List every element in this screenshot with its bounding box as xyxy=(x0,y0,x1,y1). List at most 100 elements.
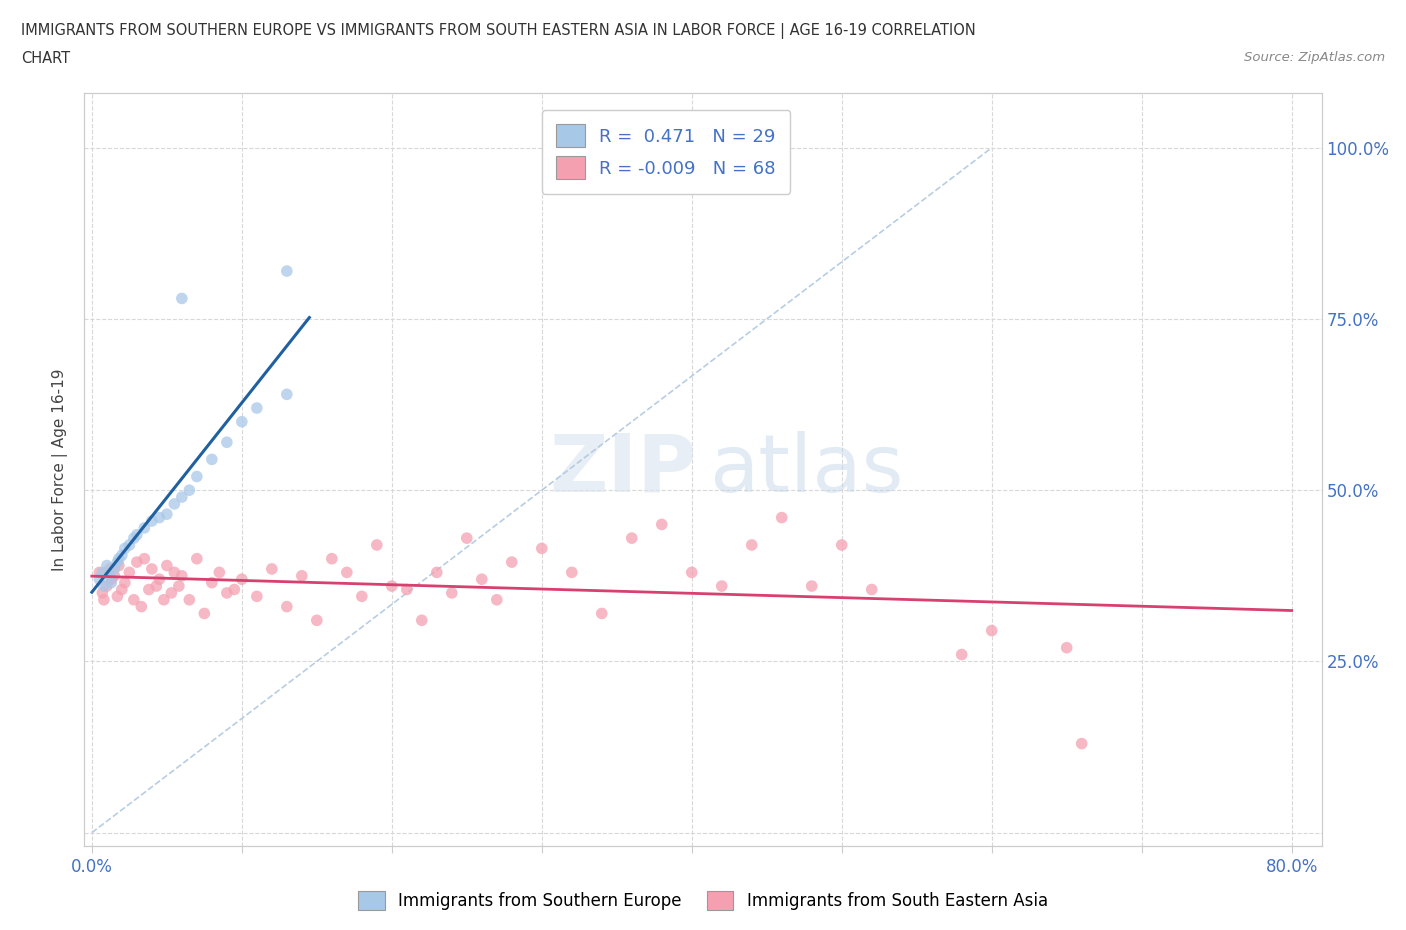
Point xyxy=(276,599,298,614)
Point xyxy=(860,582,883,597)
Point xyxy=(291,568,314,583)
Point xyxy=(501,554,523,569)
Y-axis label: In Labor Force | Age 16-19: In Labor Force | Age 16-19 xyxy=(52,368,69,571)
Point xyxy=(118,538,141,552)
Point xyxy=(170,489,193,504)
Point xyxy=(153,592,176,607)
Point xyxy=(105,554,128,569)
Point xyxy=(138,582,160,597)
Point xyxy=(208,565,231,579)
Point xyxy=(98,562,121,577)
Point xyxy=(620,531,643,546)
Point xyxy=(215,586,238,601)
Point xyxy=(131,599,153,614)
Point xyxy=(114,575,136,591)
Point xyxy=(231,414,253,429)
Point xyxy=(179,592,201,607)
Point xyxy=(440,586,463,601)
Point xyxy=(134,521,156,536)
Point xyxy=(530,541,553,556)
Text: Source: ZipAtlas.com: Source: ZipAtlas.com xyxy=(1244,51,1385,64)
Point xyxy=(105,589,128,604)
Point xyxy=(186,469,208,484)
Point xyxy=(141,562,163,577)
Point xyxy=(980,623,1002,638)
Point xyxy=(1056,640,1078,655)
Point xyxy=(89,572,111,587)
Point xyxy=(741,538,763,552)
Point xyxy=(456,531,478,546)
Text: atlas: atlas xyxy=(709,431,904,509)
Point xyxy=(160,586,183,601)
Point xyxy=(108,551,131,566)
Point xyxy=(170,291,193,306)
Point xyxy=(1070,737,1092,751)
Point xyxy=(411,613,433,628)
Point xyxy=(651,517,673,532)
Point xyxy=(215,435,238,450)
Point xyxy=(350,589,373,604)
Point xyxy=(710,578,733,593)
Point xyxy=(145,578,167,593)
Point xyxy=(118,565,141,579)
Point xyxy=(156,558,179,573)
Point xyxy=(148,572,170,587)
Point xyxy=(305,613,328,628)
Point xyxy=(134,551,156,566)
Point xyxy=(163,497,186,512)
Point xyxy=(336,565,359,579)
Point xyxy=(148,511,170,525)
Point xyxy=(114,541,136,556)
Point xyxy=(201,452,224,467)
Point xyxy=(321,551,343,566)
Point xyxy=(96,558,118,573)
Point xyxy=(91,586,114,601)
Point xyxy=(246,589,269,604)
Point xyxy=(170,568,193,583)
Point xyxy=(125,527,148,542)
Point xyxy=(681,565,703,579)
Point xyxy=(193,606,215,621)
Point xyxy=(831,538,853,552)
Point xyxy=(125,554,148,569)
Text: CHART: CHART xyxy=(21,51,70,66)
Point xyxy=(179,483,201,498)
Point xyxy=(591,606,613,621)
Point xyxy=(100,572,122,587)
Legend: Immigrants from Southern Europe, Immigrants from South Eastern Asia: Immigrants from Southern Europe, Immigra… xyxy=(352,884,1054,917)
Point xyxy=(93,578,115,593)
Point xyxy=(950,647,973,662)
Point xyxy=(91,565,114,579)
Point xyxy=(186,551,208,566)
Point xyxy=(224,582,246,597)
Point xyxy=(141,513,163,528)
Point xyxy=(163,565,186,579)
Point xyxy=(276,263,298,278)
Point xyxy=(471,572,494,587)
Point xyxy=(231,572,253,587)
Point xyxy=(96,578,118,593)
Point xyxy=(800,578,823,593)
Point xyxy=(111,548,134,563)
Text: IMMIGRANTS FROM SOUTHERN EUROPE VS IMMIGRANTS FROM SOUTH EASTERN ASIA IN LABOR F: IMMIGRANTS FROM SOUTHERN EUROPE VS IMMIG… xyxy=(21,23,976,39)
Point xyxy=(103,562,125,577)
Point xyxy=(770,511,793,525)
Point xyxy=(156,507,179,522)
Point xyxy=(89,565,111,579)
Point xyxy=(485,592,508,607)
Point xyxy=(395,582,418,597)
Point xyxy=(246,401,269,416)
Legend: R =  0.471   N = 29, R = -0.009   N = 68: R = 0.471 N = 29, R = -0.009 N = 68 xyxy=(541,110,790,193)
Point xyxy=(103,568,125,583)
Point xyxy=(100,575,122,591)
Point xyxy=(122,531,145,546)
Point xyxy=(201,575,224,591)
Point xyxy=(426,565,449,579)
Point xyxy=(366,538,388,552)
Point xyxy=(276,387,298,402)
Point xyxy=(122,592,145,607)
Text: ZIP: ZIP xyxy=(550,431,697,509)
Point xyxy=(93,592,115,607)
Point xyxy=(111,582,134,597)
Point xyxy=(167,578,190,593)
